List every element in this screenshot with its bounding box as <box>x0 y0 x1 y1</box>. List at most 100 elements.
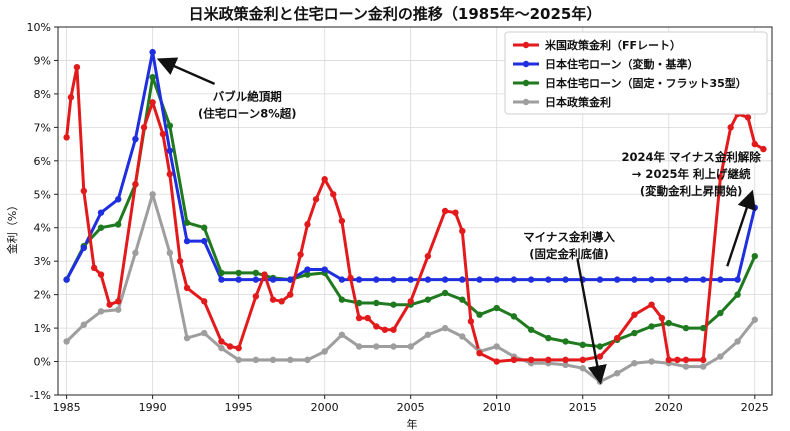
data-point-0 <box>527 356 535 364</box>
annotation-arrow <box>576 259 607 385</box>
data-point-0 <box>493 358 500 365</box>
data-point-2 <box>338 296 346 303</box>
legend: 米国政策金利（FFレート） 日本住宅ローン（変動・基準） 日本住宅ローン（固定・フラ… <box>504 31 768 115</box>
data-point-2 <box>235 269 242 277</box>
data-point-2 <box>441 289 449 297</box>
data-point-0 <box>176 257 184 265</box>
data-point-0 <box>744 114 752 121</box>
data-point-3 <box>631 360 638 367</box>
data-point-1 <box>80 244 88 251</box>
data-point-0 <box>510 356 518 364</box>
data-point-0 <box>149 99 156 106</box>
data-point-0 <box>579 356 586 364</box>
data-point-0 <box>699 356 707 364</box>
data-point-3 <box>751 316 758 323</box>
data-point-0 <box>252 293 260 300</box>
data-point-3 <box>132 249 139 257</box>
data-point-2 <box>166 122 174 129</box>
data-point-0 <box>381 326 389 333</box>
data-point-0 <box>760 145 767 153</box>
data-point-3 <box>183 334 191 342</box>
data-point-2 <box>545 334 552 342</box>
x-tick-label: 2015 <box>569 401 597 414</box>
data-point-0 <box>304 221 311 228</box>
y-tick-label: 1% <box>34 322 51 335</box>
data-point-1 <box>321 266 328 273</box>
series-line-0 <box>65 65 765 363</box>
data-point-1 <box>648 276 655 283</box>
data-point-0 <box>751 140 758 148</box>
data-point-0 <box>355 314 363 322</box>
data-point-0 <box>218 338 225 345</box>
y-axis-label: 金利（%） <box>5 200 19 254</box>
data-point-0 <box>106 301 113 308</box>
data-point-1 <box>699 276 707 283</box>
data-point-1 <box>149 48 156 56</box>
y-tick-label: 0% <box>34 356 51 369</box>
legend-label: 日本住宅ローン（変動・基準） <box>545 57 698 71</box>
annotation-arrow <box>726 189 756 267</box>
data-point-3 <box>648 358 655 365</box>
x-tick-label: 1990 <box>139 401 167 414</box>
y-tick-label: 2% <box>34 289 51 302</box>
data-point-2 <box>149 73 156 81</box>
data-point-0 <box>658 314 666 322</box>
y-tick-label: 7% <box>34 121 51 134</box>
plot-frame <box>57 26 773 396</box>
data-point-0 <box>235 344 242 352</box>
data-point-0 <box>269 296 277 303</box>
y-tick-label: -1% <box>30 389 51 402</box>
chart-title: 日米政策金利と住宅ローン金利の推移（1985年～2025年） <box>189 5 602 23</box>
data-point-1 <box>218 276 225 283</box>
y-tick-label: 5% <box>34 188 51 201</box>
data-point-1 <box>304 266 311 273</box>
data-point-0 <box>407 298 414 305</box>
data-point-0 <box>115 298 122 305</box>
data-point-3 <box>97 308 105 315</box>
data-point-0 <box>97 271 105 278</box>
data-point-3 <box>373 343 380 350</box>
annotation-text: → 2025年 利上げ継続 <box>632 167 751 181</box>
data-point-1 <box>132 135 139 143</box>
data-point-1 <box>407 276 414 283</box>
legend-label: 日本政策金利 <box>545 95 611 109</box>
data-point-0 <box>727 124 734 131</box>
annotation-text: マイナス金利導入 <box>523 230 615 244</box>
data-point-3 <box>699 363 707 370</box>
data-point-0 <box>631 311 638 318</box>
data-point-2 <box>424 296 432 303</box>
x-tick-label: 2005 <box>397 401 425 414</box>
data-point-0 <box>312 196 320 203</box>
data-point-2 <box>252 269 260 277</box>
data-point-1 <box>441 276 449 283</box>
data-point-0 <box>159 130 167 138</box>
data-point-0 <box>441 207 449 215</box>
data-point-2 <box>596 343 604 350</box>
data-point-0 <box>73 63 81 71</box>
data-point-0 <box>140 124 148 131</box>
data-point-3 <box>269 356 277 364</box>
data-point-1 <box>665 276 672 283</box>
data-point-2 <box>373 299 380 307</box>
series-layer <box>63 48 767 385</box>
legend-box <box>504 31 768 115</box>
legend-label: 日本住宅ローン（固定・フラット35型） <box>545 76 747 90</box>
data-point-1 <box>476 276 483 283</box>
data-point-3 <box>355 343 363 350</box>
data-point-1 <box>63 276 70 283</box>
data-point-3 <box>63 338 70 345</box>
data-point-3 <box>579 365 586 372</box>
data-point-1 <box>631 276 638 283</box>
legend-marker <box>522 79 530 87</box>
data-point-2 <box>459 296 466 303</box>
data-point-1 <box>459 276 466 283</box>
data-point-1 <box>734 276 741 283</box>
y-tick-label: 9% <box>34 54 51 67</box>
data-point-1 <box>424 276 432 283</box>
data-point-3 <box>252 356 260 364</box>
data-point-2 <box>579 341 586 349</box>
data-point-0 <box>321 176 328 183</box>
data-point-2 <box>510 313 518 320</box>
y-tick-label: 6% <box>34 155 51 168</box>
data-point-3 <box>149 191 156 198</box>
